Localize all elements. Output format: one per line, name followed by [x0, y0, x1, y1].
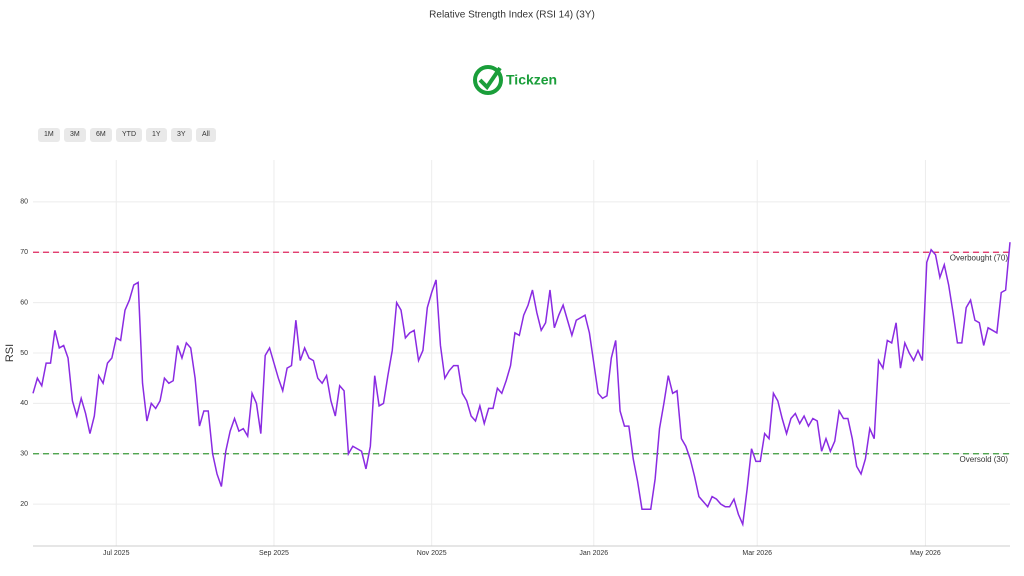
rsi-line	[32, 242, 1011, 528]
x-tick-label: Mar 2026	[742, 550, 772, 557]
y-tick-label: 20	[20, 501, 28, 508]
y-axis-label: RSI	[4, 344, 16, 362]
logo: Tickzen	[473, 65, 557, 95]
range-button[interactable]: 6M	[90, 128, 112, 142]
range-button[interactable]: 3Y	[171, 128, 192, 142]
range-button[interactable]: YTD	[116, 128, 142, 142]
y-tick-label: 70	[20, 249, 28, 256]
range-button[interactable]: 1Y	[146, 128, 167, 142]
reference-label: Oversold (30)	[960, 455, 1009, 464]
x-tick-label: Jul 2025	[103, 550, 130, 557]
reference-label: Overbought (70)	[950, 253, 1009, 262]
range-button[interactable]: All	[196, 128, 216, 142]
range-button[interactable]: 3M	[64, 128, 86, 142]
y-tick-label: 50	[20, 350, 28, 357]
x-tick-label: Jan 2026	[579, 550, 608, 557]
y-tick-label: 30	[20, 451, 28, 458]
logo-check	[478, 66, 502, 91]
logo-text: Tickzen	[506, 72, 557, 88]
x-tick-label: May 2026	[910, 550, 941, 557]
x-tick-label: Nov 2025	[417, 550, 447, 557]
x-tick-label: Sep 2025	[259, 550, 289, 557]
logo-ring	[473, 65, 503, 95]
y-tick-label: 60	[20, 299, 28, 306]
y-tick-label: 80	[20, 199, 28, 206]
chart-title: Relative Strength Index (RSI 14) (3Y)	[429, 10, 595, 21]
range-button[interactable]: 1M	[38, 128, 60, 142]
y-tick-label: 40	[20, 400, 28, 407]
